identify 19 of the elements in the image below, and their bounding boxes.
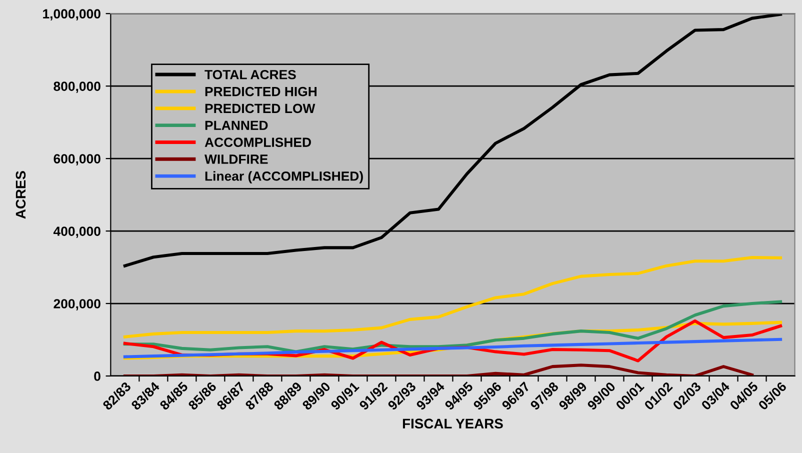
y-tick-label: 1,000,000 bbox=[43, 9, 100, 20]
legend-label: PREDICTED LOW bbox=[205, 104, 316, 114]
legend-label: ACCOMPLISHED bbox=[204, 138, 311, 147]
y-tick-label: 600,000 bbox=[54, 154, 100, 166]
y-axis-title: ACRES bbox=[16, 171, 26, 219]
legend-label: PLANNED bbox=[205, 120, 268, 130]
y-tick-label: 800,000 bbox=[54, 82, 100, 93]
line-series bbox=[123, 364, 754, 376]
line-series bbox=[123, 338, 782, 358]
x-axis-title: FISCAL YEARS bbox=[402, 418, 503, 429]
legend-label: WILDFIRE bbox=[204, 154, 268, 164]
y-tick-label: 200,000 bbox=[54, 299, 100, 310]
legend-label: Linear (ACCOMPLISHED) bbox=[205, 171, 363, 184]
y-tick-label: 400,000 bbox=[53, 226, 100, 238]
line-series bbox=[123, 256, 782, 338]
legend-label: PREDICTED HIGH bbox=[205, 86, 317, 96]
y-tick-label: 0 bbox=[94, 372, 100, 381]
legend-label: TOTAL ACRES bbox=[204, 70, 296, 80]
line-series bbox=[123, 300, 782, 354]
